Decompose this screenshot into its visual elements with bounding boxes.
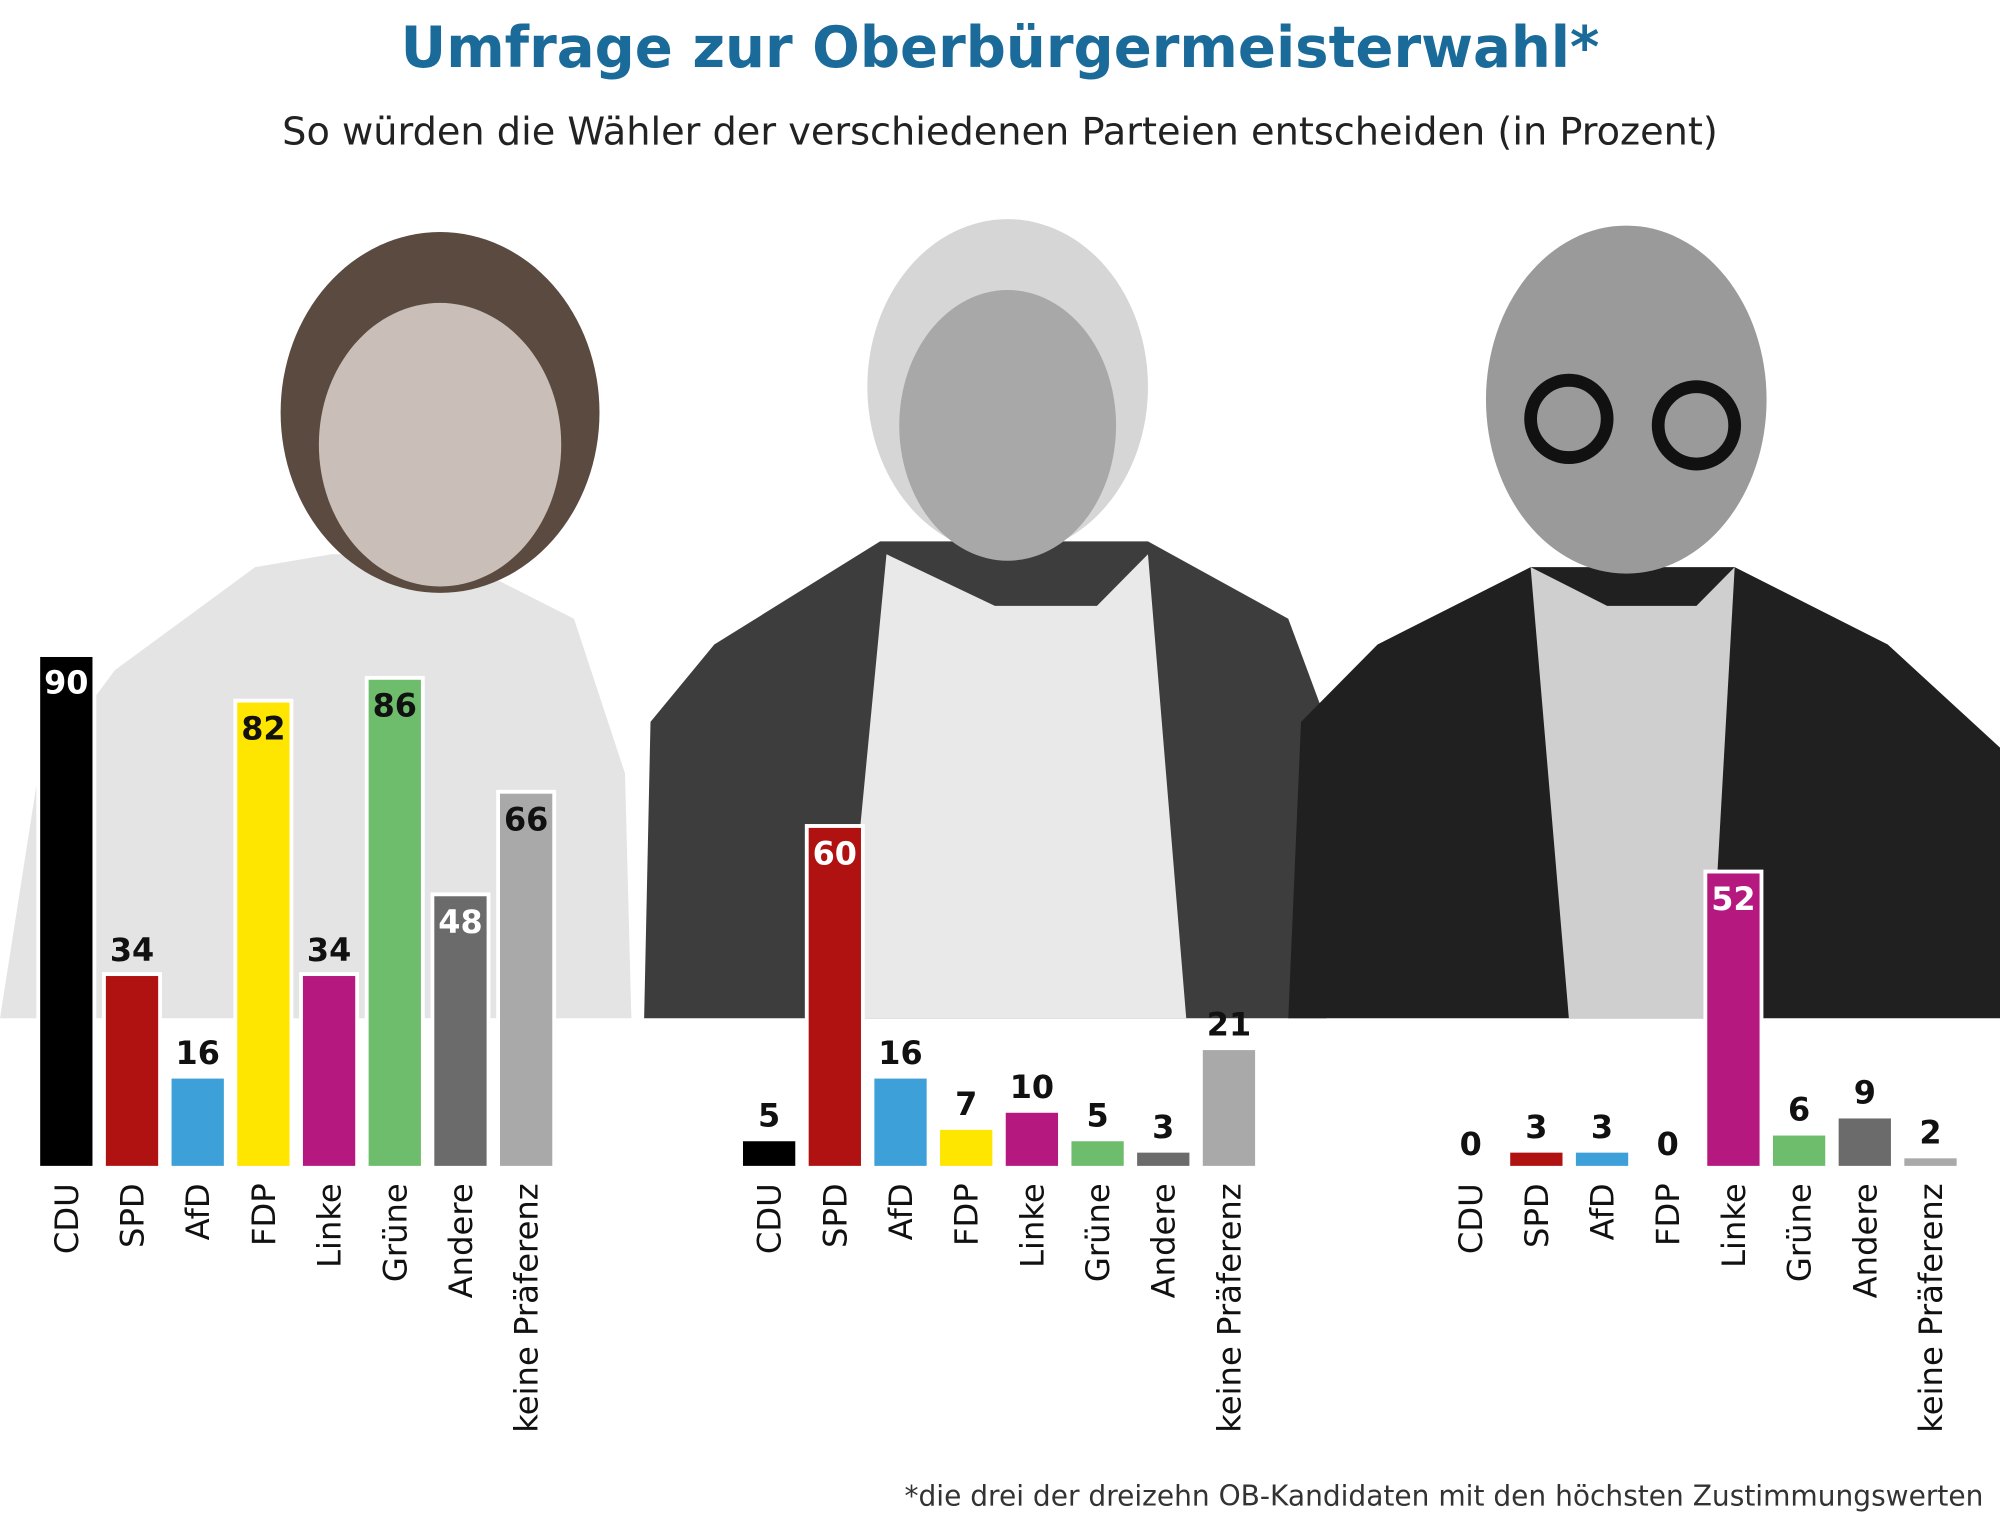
x-tick-label: keine Präferenz [1912, 1183, 1950, 1432]
value-label: 86 [373, 686, 417, 724]
value-label: 10 [1010, 1068, 1054, 1106]
x-tick-label: Andere [1846, 1183, 1884, 1298]
value-label: 0 [1657, 1125, 1679, 1163]
value-label: 9 [1854, 1073, 1876, 1111]
bar [167, 1074, 228, 1170]
value-label: 7 [955, 1085, 977, 1123]
value-label: 3 [1152, 1108, 1174, 1146]
bar [1834, 1114, 1895, 1170]
x-tick-label: FDP [1649, 1183, 1687, 1246]
x-tick-label: Grüne [1781, 1183, 1819, 1282]
bar [1067, 1137, 1128, 1170]
value-label: 90 [44, 664, 88, 702]
value-label: 66 [504, 800, 548, 838]
bar [1572, 1148, 1633, 1170]
photo-backgrounds [0, 219, 2000, 1019]
x-tick-label: keine Präferenz [508, 1183, 546, 1432]
x-tick-label: AfD [882, 1183, 920, 1240]
x-tick-label: CDU [1452, 1183, 1490, 1254]
x-tick-label: Andere [442, 1183, 480, 1298]
x-tick-label: FDP [245, 1183, 283, 1246]
value-label: 82 [241, 709, 285, 747]
bar-group: 5 CDU 60 SPD 16 AfD 7 FDP 10 Linke 5 Grüne 3 Andere 21… [739, 824, 1259, 1433]
value-label: 52 [1711, 880, 1755, 918]
bar [36, 653, 97, 1170]
bar-group: 0 CDU 3 SPD 3 AfD 0 FDP 52 Linke 6 Grüne 9 Andere 2 kei… [1452, 869, 1961, 1433]
x-tick-label: CDU [751, 1183, 789, 1254]
chart-subtitle: So würden die Wähler der verschiedenen P… [282, 109, 1718, 154]
value-label: 21 [1207, 1005, 1251, 1043]
value-label: 0 [1460, 1125, 1482, 1163]
bar [1703, 869, 1764, 1170]
value-label: 60 [813, 834, 857, 872]
value-label: 16 [176, 1034, 220, 1072]
value-label: 3 [1525, 1108, 1547, 1146]
bar [233, 698, 294, 1170]
x-tick-label: AfD [179, 1183, 217, 1240]
value-label: 5 [758, 1096, 780, 1134]
bar-group: 90 CDU 34 SPD 16 AfD 82 FDP 34 Linke 86 Grüne 48 Ande… [36, 653, 557, 1433]
bar [1506, 1148, 1567, 1170]
value-label: 5 [1086, 1096, 1108, 1134]
chart-title: Umfrage zur Oberbürgermeisterwahl* [401, 16, 1600, 81]
bar [804, 824, 865, 1170]
bar [936, 1125, 997, 1170]
x-tick-label: SPD [1518, 1183, 1556, 1248]
x-tick-label: SPD [816, 1183, 854, 1248]
x-tick-label: Linke [1014, 1183, 1052, 1268]
bar [1133, 1148, 1194, 1170]
x-tick-label: AfD [1584, 1183, 1622, 1240]
bar [430, 892, 491, 1170]
bar [496, 789, 557, 1170]
footnote: *die drei der dreizehn OB-Kandidaten mit… [904, 1479, 1983, 1512]
x-tick-label: CDU [48, 1183, 86, 1254]
value-label: 3 [1591, 1108, 1613, 1146]
x-tick-label: Linke [311, 1183, 349, 1268]
bar [102, 972, 162, 1170]
value-label: 2 [1919, 1113, 1941, 1151]
x-tick-label: Grüne [1079, 1183, 1117, 1282]
value-label: 34 [110, 931, 154, 969]
x-tick-label: SPD [114, 1183, 152, 1248]
value-label: 6 [1788, 1091, 1810, 1129]
value-label: 16 [878, 1034, 922, 1072]
bar [870, 1074, 931, 1170]
x-tick-label: FDP [948, 1183, 986, 1246]
x-tick-label: Grüne [376, 1183, 414, 1282]
bar [364, 675, 425, 1170]
bar [1001, 1108, 1062, 1170]
bar [739, 1137, 800, 1170]
bar [1900, 1154, 1961, 1170]
bar [1198, 1046, 1259, 1170]
value-label: 48 [438, 903, 482, 941]
x-tick-label: keine Präferenz [1211, 1183, 1249, 1432]
x-tick-label: Linke [1715, 1183, 1753, 1268]
bar [299, 972, 360, 1170]
bar [1769, 1131, 1830, 1170]
x-tick-label: Andere [1145, 1183, 1183, 1298]
value-label: 34 [307, 931, 351, 969]
